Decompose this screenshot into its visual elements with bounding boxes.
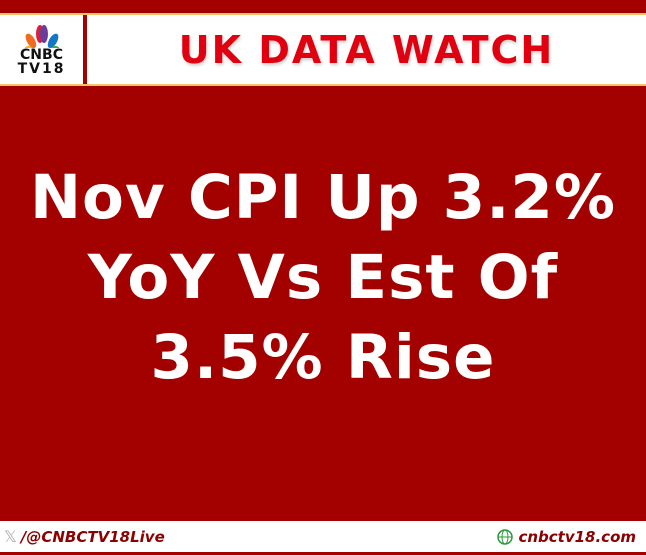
x-logo-icon: 𝕏 (4, 527, 17, 546)
headline: Nov CPI Up 3.2% YoY Vs Est Of 3.5% Rise (0, 158, 646, 398)
x-handle: /@CNBCTV18Live (20, 527, 165, 546)
headline-line-3: 3.5% Rise (150, 322, 496, 393)
footer: 𝕏 /@CNBCTV18Live cnbctv18.com (0, 521, 646, 552)
cnbc-tv18-logo: CNBC TV18 (0, 15, 83, 84)
www-globe-icon (497, 528, 514, 545)
logo-text-cnbc: CNBC (20, 46, 63, 63)
peacock-icon (23, 24, 60, 48)
page-title: UK DATA WATCH (178, 27, 555, 72)
headline-line-1: Nov CPI Up 3.2% (30, 162, 616, 233)
header-divider (83, 15, 87, 84)
logo-text-tv18: TV18 (17, 60, 66, 77)
headline-line-2: YoY Vs Est Of (87, 242, 559, 313)
website-link: cnbctv18.com (518, 527, 636, 546)
header-banner: CNBC TV18 UK DATA WATCH (0, 13, 646, 86)
